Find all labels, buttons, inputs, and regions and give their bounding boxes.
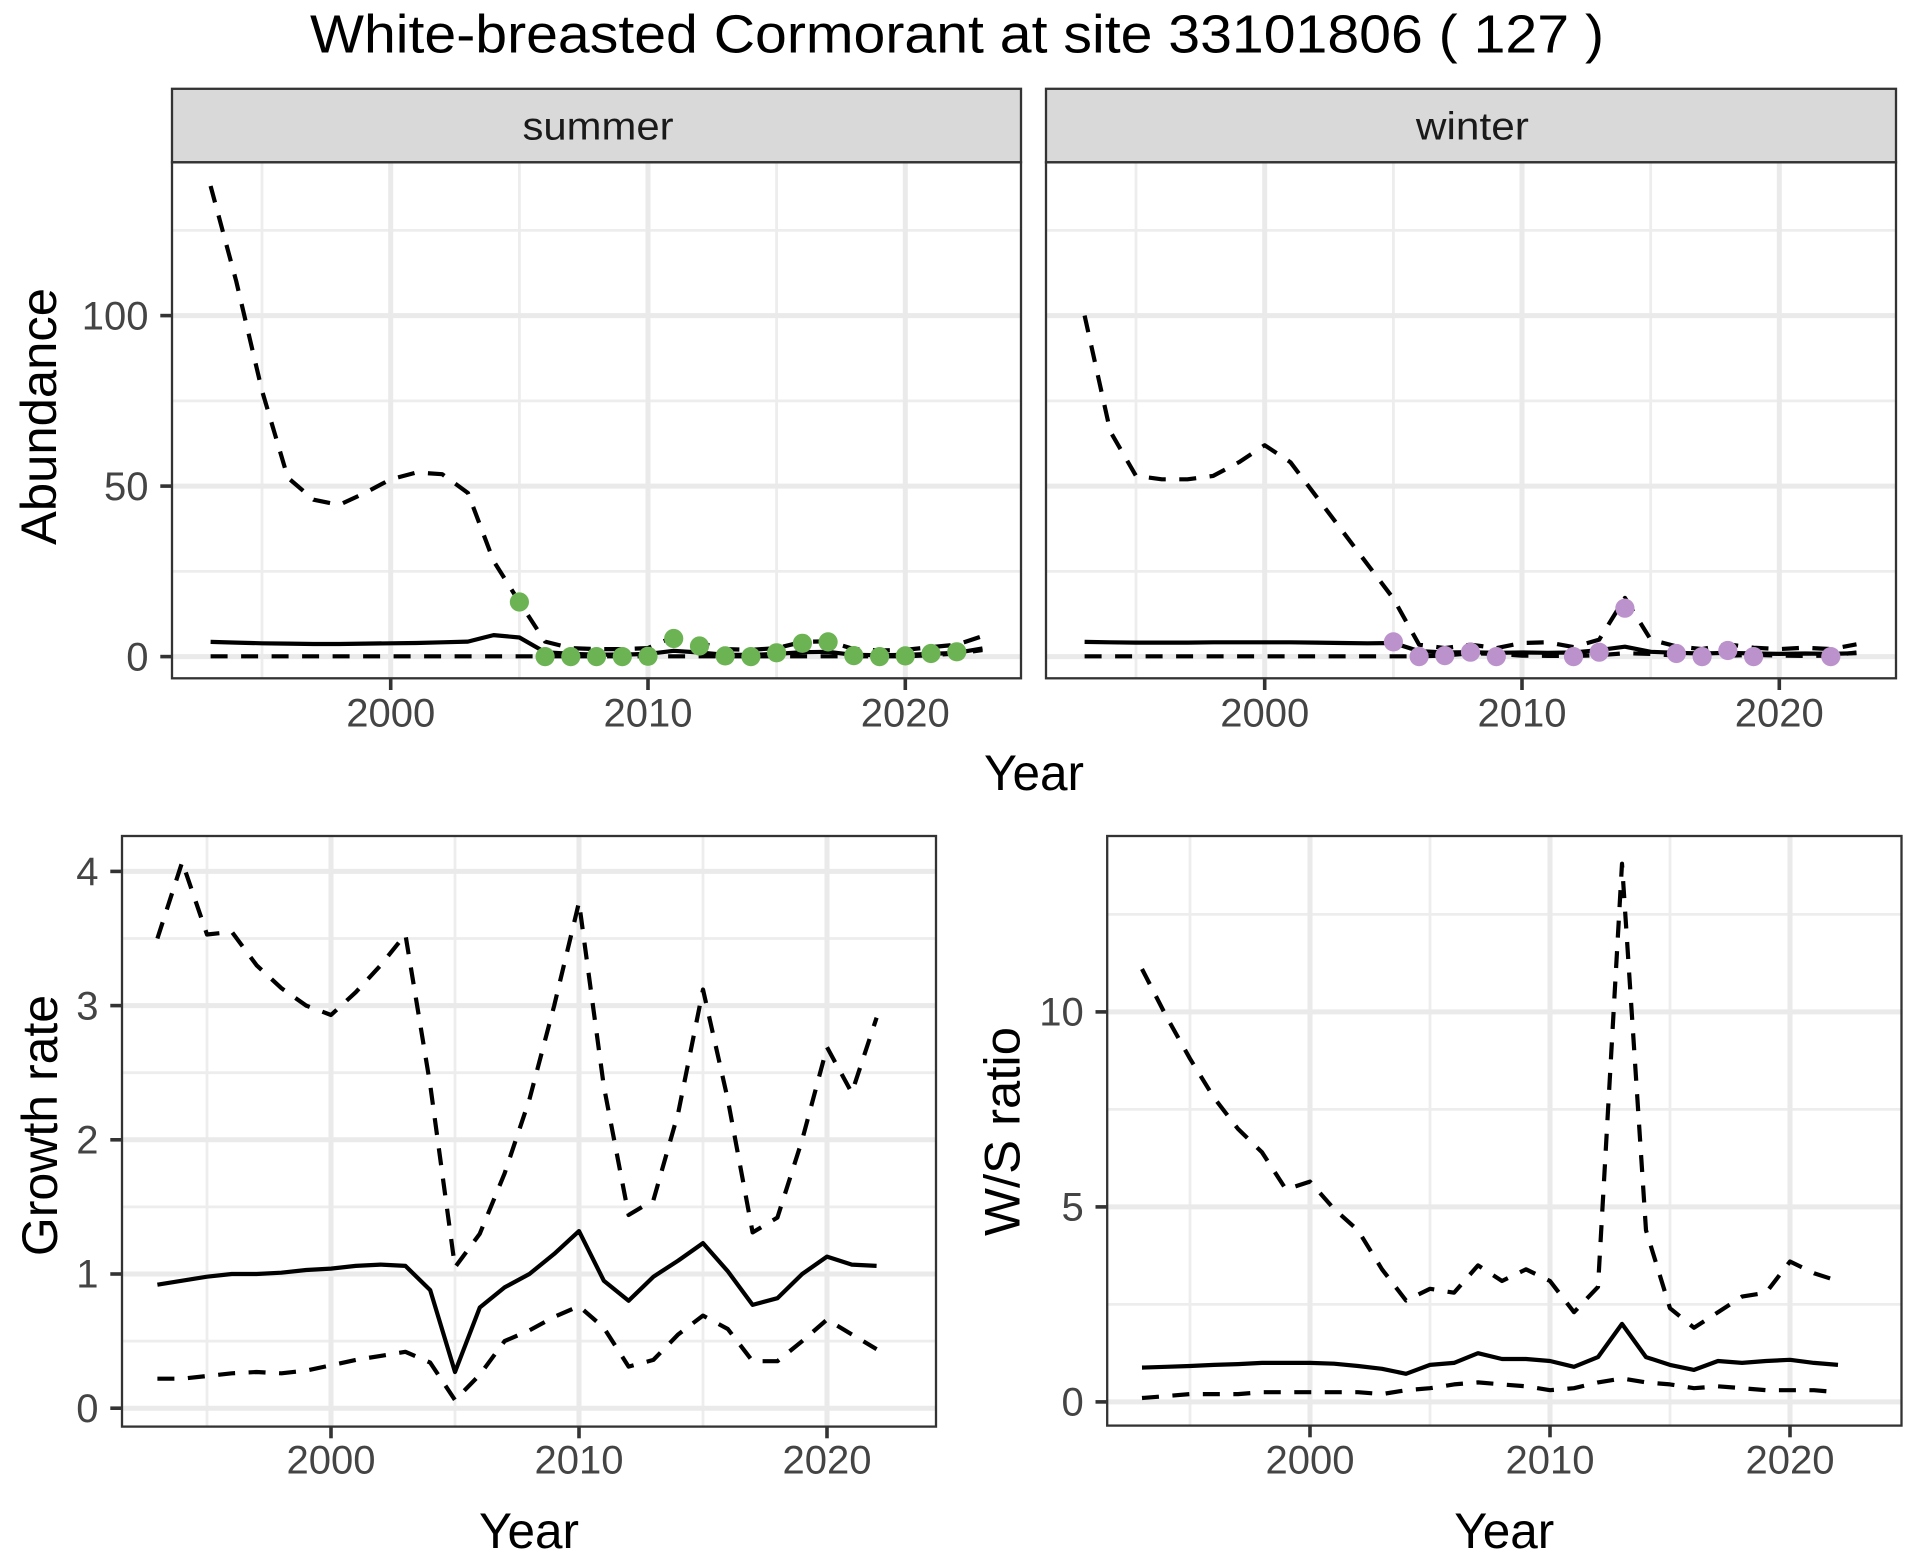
svg-text:10: 10 [1039, 991, 1084, 1035]
svg-text:1: 1 [76, 1253, 98, 1297]
svg-text:summer: summer [523, 106, 674, 149]
svg-text:5: 5 [1062, 1186, 1084, 1230]
svg-text:2: 2 [76, 1119, 98, 1163]
svg-text:2020: 2020 [1746, 1438, 1835, 1482]
svg-text:4: 4 [76, 850, 98, 894]
svg-text:winter: winter [1415, 106, 1529, 149]
svg-text:2010: 2010 [604, 692, 693, 736]
svg-text:Year: Year [1454, 1503, 1554, 1559]
svg-text:0: 0 [76, 1387, 98, 1431]
svg-text:Abundance: Abundance [11, 288, 67, 545]
svg-text:2000: 2000 [346, 692, 435, 736]
svg-text:2000: 2000 [1266, 1438, 1355, 1482]
svg-text:W/S ratio: W/S ratio [975, 1027, 1031, 1236]
svg-text:2020: 2020 [783, 1438, 872, 1482]
svg-text:2010: 2010 [535, 1438, 624, 1482]
svg-text:0: 0 [126, 635, 148, 679]
svg-text:0: 0 [1062, 1381, 1084, 1425]
svg-text:50: 50 [104, 465, 149, 509]
svg-text:Growth rate: Growth rate [12, 995, 68, 1256]
svg-text:2010: 2010 [1506, 1438, 1595, 1482]
svg-text:2020: 2020 [1735, 692, 1824, 736]
svg-text:2020: 2020 [861, 692, 950, 736]
svg-text:3: 3 [76, 984, 98, 1028]
svg-text:100: 100 [82, 294, 149, 338]
svg-text:2010: 2010 [1478, 692, 1567, 736]
svg-text:2000: 2000 [1220, 692, 1309, 736]
svg-text:Year: Year [984, 745, 1084, 801]
svg-text:White-breasted Cormorant at si: White-breasted Cormorant at site 3310180… [310, 5, 1604, 65]
svg-text:Year: Year [479, 1503, 579, 1559]
svg-text:2000: 2000 [287, 1438, 376, 1482]
